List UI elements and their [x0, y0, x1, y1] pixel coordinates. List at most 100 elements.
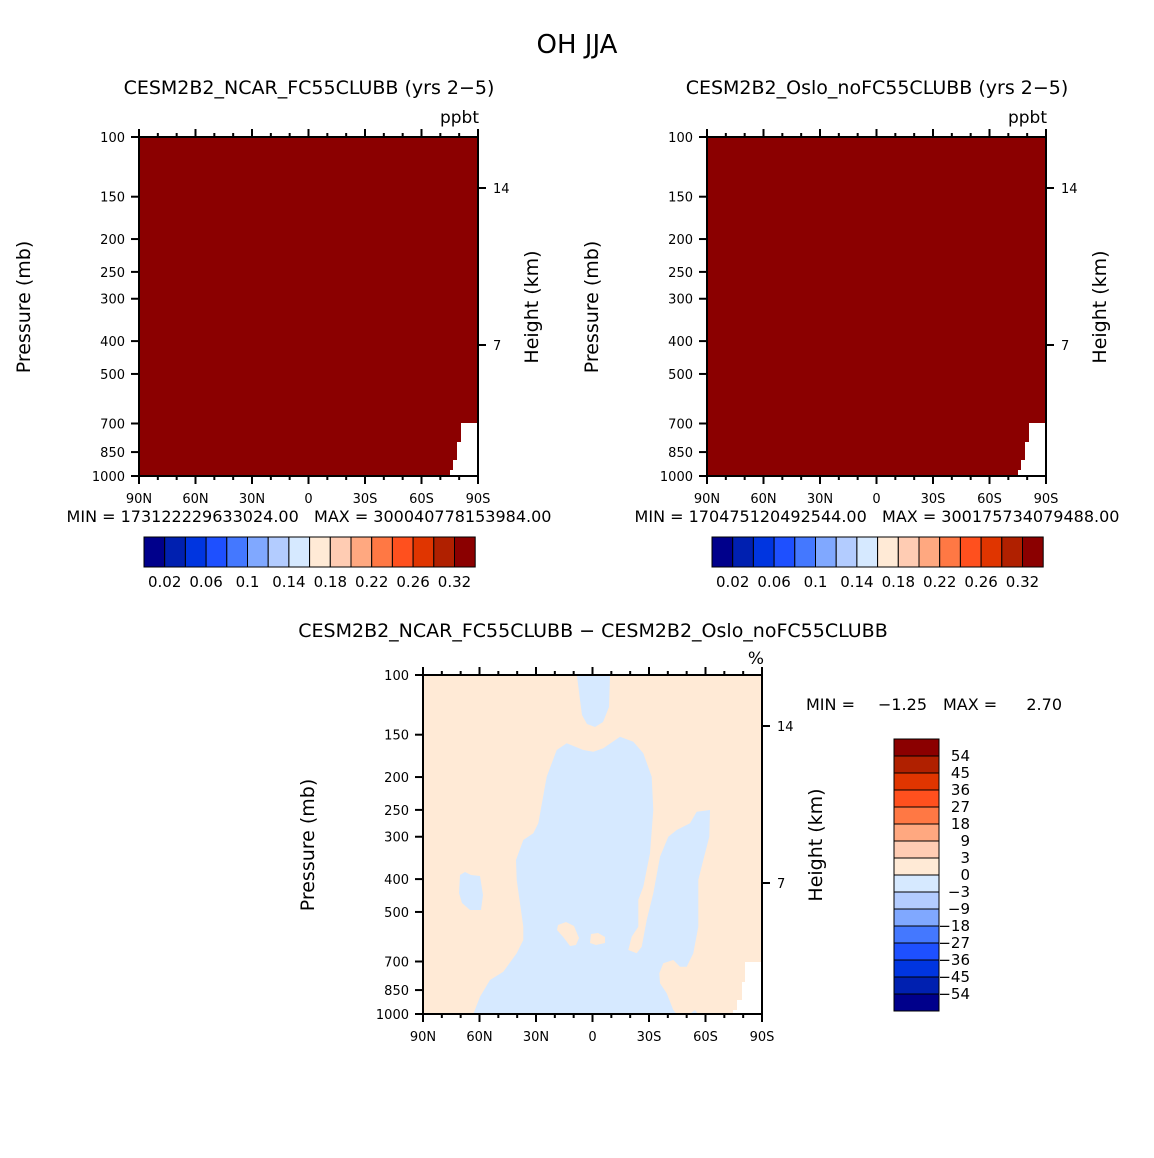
- y-tick-label: 300: [668, 293, 693, 308]
- y-tick-label: 250: [384, 804, 409, 819]
- y-tick-label: 100: [384, 669, 409, 684]
- colorbar-label: −3: [948, 883, 970, 901]
- y-tick-label: 500: [100, 368, 125, 383]
- colorbar-label: 54: [951, 747, 970, 765]
- panel-diff-max-value: 2.70: [1026, 695, 1062, 714]
- colorbar-label: 0.18: [314, 573, 347, 591]
- x-tick-label: 30N: [523, 1030, 549, 1045]
- panel-diff: CESM2B2_NCAR_FC55CLUBB − CESM2B2_Oslo_no…: [297, 620, 1062, 1045]
- colorbar-swatch: [309, 536, 331, 568]
- y-tick-label: 200: [384, 771, 409, 786]
- colorbar-label: 0.06: [757, 573, 790, 591]
- y-tick-label: 400: [384, 873, 409, 888]
- colorbar-swatch: [329, 536, 352, 568]
- colorbar-label: −36: [938, 951, 970, 969]
- y-tick-label: 200: [668, 233, 693, 248]
- x-tick-label: 0: [872, 492, 880, 507]
- y-tick-label: 100: [668, 131, 693, 146]
- colorbar-label: 18: [951, 815, 970, 833]
- colorbar-label: 27: [951, 798, 970, 816]
- panel-oslo: CESM2B2_Oslo_noFC55CLUBB (yrs 2−5) ppbt …: [581, 77, 1119, 591]
- colorbar-swatch: [143, 536, 166, 568]
- panel-diff-negative-region-small: [459, 872, 483, 910]
- colorbar-swatch: [794, 536, 816, 568]
- y-tick-label: 400: [100, 335, 125, 350]
- colorbar-swatch: [980, 536, 1003, 568]
- colorbar-swatch: [752, 536, 775, 568]
- colorbar-swatch: [893, 959, 940, 978]
- colorbar-swatch: [893, 772, 940, 791]
- colorbar-swatch: [893, 823, 940, 842]
- x-tick-label: 30N: [807, 492, 833, 507]
- y-axis-label: Pressure (mb): [581, 241, 603, 374]
- panel-ncar-title: CESM2B2_NCAR_FC55CLUBB (yrs 2−5): [124, 77, 495, 99]
- y-tick-label: 500: [384, 906, 409, 921]
- panel-oslo-units: ppbt: [1008, 108, 1047, 128]
- x-tick-label: 60N: [182, 492, 208, 507]
- panel-ncar-missing: [450, 423, 478, 476]
- panel-oslo-field: [707, 137, 1046, 476]
- y-right-axis-label: Height (km): [521, 250, 543, 363]
- colorbar-label: 9: [960, 832, 970, 850]
- colorbar-label: −18: [938, 917, 970, 935]
- colorbar-label: 3: [960, 849, 970, 867]
- y-axis-label: Pressure (mb): [13, 241, 35, 374]
- colorbar-label: −9: [948, 900, 970, 918]
- colorbar-swatch: [247, 536, 269, 568]
- colorbar-swatch: [893, 755, 940, 774]
- colorbar-label: 0.32: [438, 573, 471, 591]
- y-tick-label: 300: [100, 293, 125, 308]
- colorbar-swatch: [288, 536, 311, 568]
- x-tick-label: 60S: [977, 492, 1002, 507]
- colorbar-swatch: [893, 789, 940, 808]
- y-tick-label: 700: [668, 417, 693, 432]
- y-tick-label: 850: [668, 446, 693, 461]
- y-tick-label: 400: [668, 335, 693, 350]
- colorbar-swatch: [184, 536, 207, 568]
- y-tick-label: 1000: [660, 470, 693, 485]
- x-tick-label: 90N: [126, 492, 152, 507]
- panel-diff-max-label: MAX =: [943, 695, 997, 714]
- y-tick-label: 700: [384, 955, 409, 970]
- colorbar-label: 0.22: [923, 573, 956, 591]
- colorbar-swatch: [815, 536, 837, 568]
- colorbar-swatch: [893, 908, 940, 927]
- colorbar-swatch: [893, 738, 940, 757]
- colorbar-label: −45: [938, 968, 970, 986]
- x-tick-label: 60S: [693, 1030, 718, 1045]
- colorbar-swatch: [893, 942, 940, 961]
- y-tick-label: 850: [384, 984, 409, 999]
- colorbar-label: 0.1: [804, 573, 828, 591]
- x-tick-label: 90S: [750, 1030, 775, 1045]
- y-tick-label: 150: [668, 191, 693, 206]
- colorbar-label: 0.06: [189, 573, 222, 591]
- colorbar-label: 0.32: [1006, 573, 1039, 591]
- colorbar-swatch: [164, 536, 186, 568]
- panel-diff-title: CESM2B2_NCAR_FC55CLUBB − CESM2B2_Oslo_no…: [298, 620, 887, 642]
- colorbar-swatch: [371, 536, 393, 568]
- panel-diff-axes: 90N 60N 30N 0 30S 60S 90S 100 150 200 250 300 400 500…: [297, 667, 827, 1045]
- y-right-tick-label: 7: [777, 877, 785, 892]
- y-tick-label: 1000: [92, 470, 125, 485]
- y-right-axis-label: Height (km): [805, 788, 827, 901]
- x-tick-label: 90N: [694, 492, 720, 507]
- panel-ncar-stats: MIN = 173122229633024.00 MAX = 300040778…: [67, 507, 552, 526]
- colorbar-swatch: [1022, 536, 1044, 568]
- colorbar-swatch: [412, 536, 435, 568]
- colorbar-swatch: [939, 536, 961, 568]
- y-tick-label: 250: [100, 266, 125, 281]
- panel-oslo-stats: MIN = 170475120492544.00 MAX = 300175734…: [635, 507, 1120, 526]
- y-tick-label: 850: [100, 446, 125, 461]
- colorbar-label: 0.22: [355, 573, 388, 591]
- figure-title: OH JJA: [537, 30, 618, 60]
- colorbar-swatch: [350, 536, 373, 568]
- y-right-axis-label: Height (km): [1089, 250, 1111, 363]
- y-right-tick-label: 14: [777, 720, 794, 735]
- colorbar-swatch: [877, 536, 899, 568]
- panel-diff-units: %: [748, 649, 764, 669]
- colorbar-label: −27: [938, 934, 970, 952]
- y-tick-label: 700: [100, 417, 125, 432]
- colorbar-label: 0.18: [882, 573, 915, 591]
- colorbar-swatch: [433, 536, 455, 568]
